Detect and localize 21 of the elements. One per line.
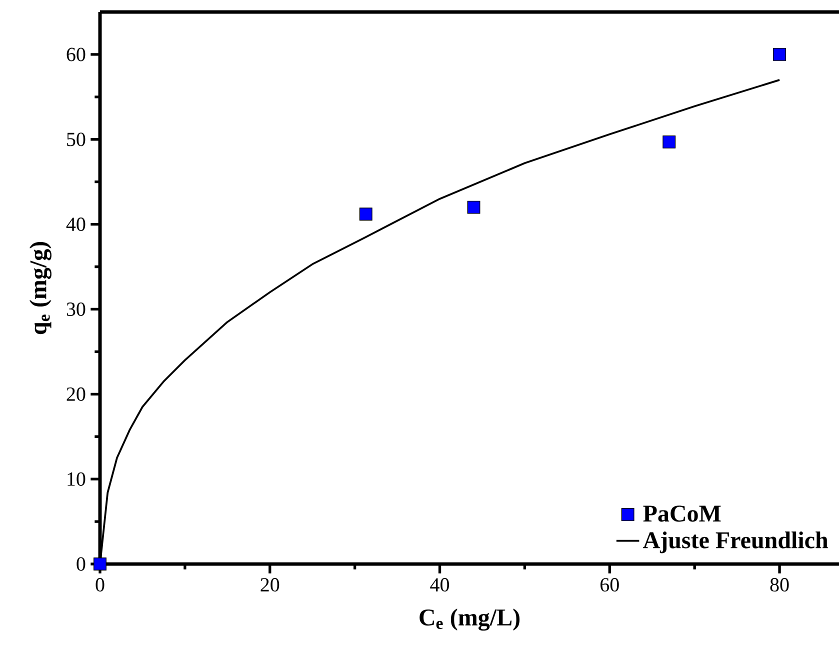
y-tick-label: 20 — [66, 387, 86, 401]
point — [467, 200, 480, 214]
point — [94, 558, 106, 570]
x-tick-label: 40 — [430, 578, 450, 592]
y-tick-label: 30 — [66, 302, 86, 316]
y-tick-label: 40 — [66, 218, 86, 232]
x-tick-label: 20 — [260, 578, 280, 592]
point — [359, 208, 372, 221]
x-tick-label: 0 — [96, 578, 104, 592]
y-axis-title: q$_{e}$ (mg/g) — [30, 242, 52, 334]
point — [773, 48, 786, 61]
y-tick-label: 60 — [66, 48, 86, 62]
point — [662, 135, 676, 148]
x-tick-label: 80 — [770, 578, 789, 592]
y-tick-label: 0 — [76, 557, 86, 571]
y-tick-label: 10 — [68, 472, 86, 486]
x-axis-title: C$_{e}$ (mg/L) — [420, 608, 520, 631]
x-tick-label: 60 — [600, 578, 619, 592]
legend-label: PaCoM — [643, 506, 721, 522]
legend-label: Ajuste Freundlich — [643, 531, 828, 554]
y-tick-label: 50 — [67, 132, 86, 146]
